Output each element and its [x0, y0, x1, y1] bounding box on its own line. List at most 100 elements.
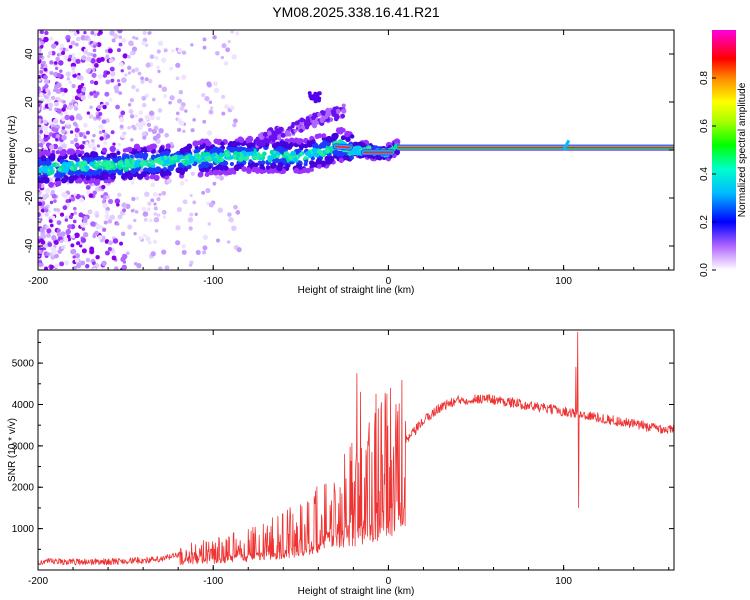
- spectrogram-noise-point: [124, 73, 128, 77]
- spectrogram-noise-point: [73, 192, 77, 197]
- spectrogram-noise-point: [148, 218, 153, 223]
- spectrogram-cloud: [38, 30, 401, 270]
- spectrogram-noise-point: [102, 227, 107, 232]
- spectrogram-noise-point: [181, 249, 187, 255]
- spectrogram-noise-point: [76, 113, 82, 119]
- spectrogram-noise-point: [178, 90, 183, 95]
- spectrogram-branch-point: [340, 114, 346, 119]
- spectrogram-noise-point: [188, 226, 193, 231]
- spectrogram-noise-point: [68, 44, 73, 49]
- spectrogram-branch-point: [319, 117, 325, 123]
- spectrogram-noise-point: [58, 60, 64, 66]
- spectrogram-band-point: [137, 152, 145, 159]
- spectrogram-noise-point: [233, 118, 238, 124]
- spectrogram-noise-point: [158, 128, 164, 134]
- spectrogram-noise-point: [144, 77, 149, 82]
- spectrogram-core-point: [164, 159, 170, 165]
- spectrogram-noise-point: [190, 128, 195, 133]
- spectrogram-band-point: [163, 150, 170, 157]
- spectrogram-band-point: [246, 142, 253, 149]
- colorbar-tick-label: 0.0: [699, 263, 710, 277]
- spectrogram-noise-point: [43, 36, 49, 43]
- spectrogram-noise-point: [74, 103, 78, 107]
- spectrogram-band-point: [192, 140, 199, 147]
- spectrogram-noise-point: [116, 79, 121, 83]
- spectrogram-band-point: [84, 171, 90, 177]
- spectrogram-noise-point: [81, 227, 86, 231]
- spectrogram-noise-point: [95, 91, 100, 96]
- spectrogram-band-point: [394, 138, 399, 144]
- spectrogram-noise-point: [39, 69, 44, 74]
- spectrogram-noise-point: [74, 142, 80, 148]
- spectrogram-noise-point: [55, 56, 60, 62]
- spectrogram-noise-point: [179, 120, 185, 126]
- spectrogram-noise-point: [61, 92, 65, 96]
- spectrogram-noise-point: [114, 266, 119, 270]
- spectrogram-noise-point: [102, 104, 107, 110]
- spectrogram-noise-point: [46, 252, 51, 256]
- spectrogram-noise-point: [86, 190, 91, 195]
- spectrogram-noise-point: [68, 80, 73, 85]
- spectrogram-band-point: [111, 152, 117, 158]
- spectrogram-noise-point: [59, 87, 65, 92]
- spectrogram-noise-point: [45, 232, 51, 238]
- spectrogram-noise-point: [72, 255, 76, 259]
- spectrogram-noise-point: [69, 130, 74, 134]
- spectrogram-band-point: [229, 161, 235, 167]
- snr-x-tick-label: 0: [386, 576, 392, 587]
- spectrogram-x-tick-label: 100: [555, 276, 572, 287]
- spectrogram-noise-point: [92, 44, 97, 48]
- spectrogram-noise-point: [208, 202, 214, 208]
- spectrogram-noise-point: [45, 225, 49, 229]
- snr-y-label: SNR (10 * v/v): [7, 418, 18, 482]
- spectrogram-band-point: [107, 169, 113, 175]
- spectrogram-noise-point: [156, 116, 161, 121]
- spectrogram-noise-point: [70, 140, 75, 145]
- spectrogram-noise-point: [96, 42, 102, 48]
- spectrogram-core-point: [275, 151, 280, 156]
- spectrogram-core-point: [150, 160, 155, 166]
- spectrogram-band-point: [38, 182, 42, 189]
- spectrogram-noise-point: [230, 30, 234, 34]
- spectrogram-noise-point: [53, 199, 57, 203]
- spectrogram-noise-point: [149, 54, 155, 60]
- spectrogram-noise-point: [117, 192, 122, 198]
- spectrogram-noise-point: [143, 217, 148, 222]
- spectrogram-noise-point: [157, 69, 161, 73]
- spectrogram-branch-point: [299, 117, 305, 123]
- spectrogram-branch-point: [262, 131, 269, 138]
- snr-y-tick-label: 2000: [12, 483, 35, 494]
- spectrogram-noise-point: [61, 50, 66, 56]
- spectrogram-noise-point: [86, 68, 91, 74]
- spectrogram-band-point: [260, 160, 266, 165]
- spectrogram-noise-point: [146, 122, 152, 127]
- spectrogram-noise-point: [224, 104, 230, 110]
- spectrogram-band-point: [142, 155, 148, 161]
- spectrogram-noise-point: [85, 141, 89, 146]
- spectrogram-core-point: [303, 156, 308, 160]
- spectrogram-branch-point: [311, 115, 317, 120]
- spectrogram-blip: [562, 139, 571, 151]
- spectrogram-band-point: [106, 153, 112, 159]
- colorbar-tick-label: 0.2: [699, 215, 710, 229]
- spectrogram-noise-point: [70, 248, 76, 255]
- spectrogram-y-tick-label: 20: [24, 96, 35, 108]
- spectrogram-noise-point: [138, 236, 143, 240]
- spectrogram-noise-point: [153, 212, 158, 216]
- spectrogram-noise-point: [135, 122, 141, 127]
- spectrogram-noise-point: [131, 68, 136, 73]
- spectrogram-noise-point: [164, 265, 170, 270]
- spectrogram-noise-point: [151, 97, 156, 102]
- spectrogram-noise-point: [73, 206, 77, 211]
- spectrogram-noise-point: [157, 266, 163, 270]
- spectrogram-band-point: [332, 132, 339, 140]
- spectrogram-core-point: [196, 155, 202, 161]
- spectrogram-core-point: [57, 167, 62, 172]
- spectrogram-band-point: [246, 167, 251, 172]
- spectrogram-noise-point: [38, 48, 42, 54]
- spectrogram-noise-point: [72, 219, 77, 224]
- spectrogram-noise-point: [195, 249, 201, 256]
- spectrogram-noise-point: [76, 36, 81, 42]
- spectrogram-noise-point: [202, 37, 207, 42]
